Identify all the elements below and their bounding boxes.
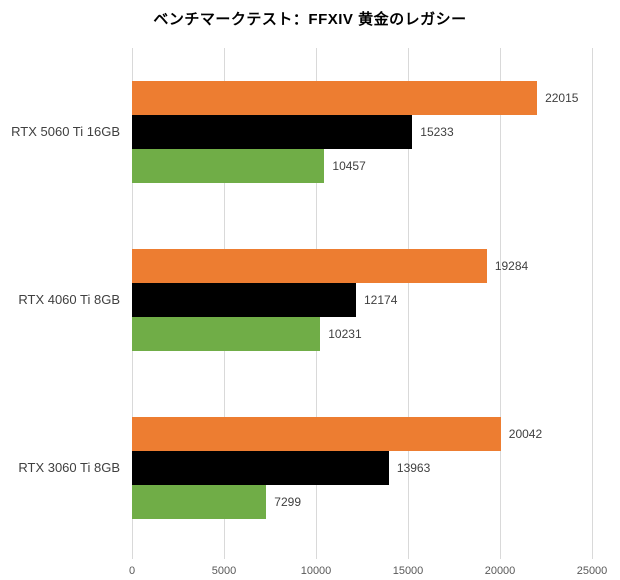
bar-value-label: 15233 [420,125,454,139]
bar-series-3-RTX-3060-Ti-8GB [132,485,267,519]
category-label: RTX 4060 Ti 8GB [18,292,120,307]
bar-value-label: 7299 [274,495,301,509]
category-label: RTX 3060 Ti 8GB [18,460,120,475]
x-tick-label: 10000 [300,565,332,577]
gridline [407,48,409,559]
x-tick-label: 25000 [576,565,608,577]
bar-value-label: 22015 [545,91,579,105]
gridline [591,48,593,559]
bar-series-2-RTX-5060-Ti-16GB [132,115,413,149]
bar-value-label: 13963 [396,461,431,475]
bar-value-label: 10231 [328,327,362,341]
x-tick-label: 0 [128,565,136,577]
bar-value-label: 12174 [364,293,398,307]
bar-value-label: 19284 [494,259,529,273]
bar-series-3-RTX-5060-Ti-16GB [132,149,325,183]
bar-series-2-RTX-3060-Ti-8GB [132,451,389,485]
category-label: RTX 5060 Ti 16GB [11,124,120,139]
x-tick-label: 20000 [484,565,516,577]
plot-area: 0 5000 10000 15000 20000 25000 RTX 5060 Ti 16G… [11,48,607,577]
bar-value-label: 20042 [508,427,543,441]
chart-title: ベンチマークテスト：FFXIV 黄金のレガシー [153,11,467,28]
bar-series-1-RTX-4060-Ti-8GB [132,249,487,283]
x-tick-label: 5000 [211,565,237,577]
x-tick-label: 15000 [392,565,424,577]
gridline [499,48,501,559]
bar-series-2-RTX-4060-Ti-8GB [132,283,356,317]
bar-series-1-RTX-5060-Ti-16GB [132,81,538,115]
bar-series-3-RTX-4060-Ti-8GB [132,317,321,351]
bar-series-1-RTX-3060-Ti-8GB [132,417,501,451]
bar-value-label: 10457 [332,159,366,173]
